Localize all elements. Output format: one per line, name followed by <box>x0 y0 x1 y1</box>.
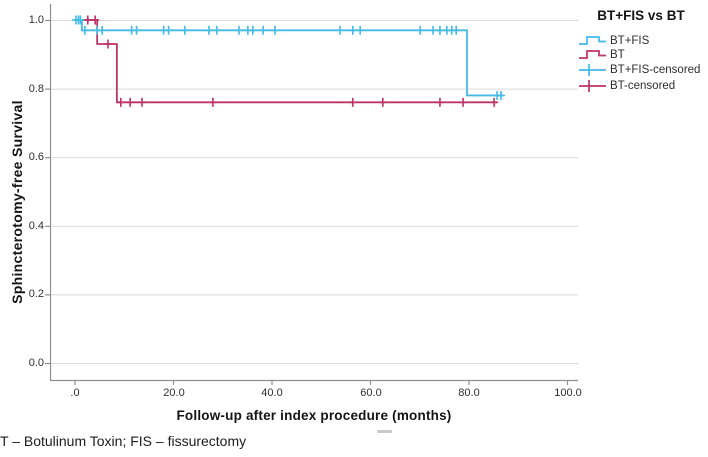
plot-frame <box>49 4 578 382</box>
y-axis-title: Sphincterotomy-free Survival <box>9 100 25 304</box>
step-line-icon <box>579 50 606 59</box>
step-line-glyph <box>579 50 606 59</box>
x-axis-title: Follow-up after index procedure (months) <box>176 408 452 423</box>
y-tick-label: 0.8 <box>28 83 44 95</box>
y-tick-label: 0.2 <box>28 288 44 300</box>
x-tick-label: 60.0 <box>360 387 382 399</box>
x-tick-label: 40.0 <box>261 387 283 399</box>
plus-glyph <box>579 80 606 92</box>
x-tick-label: 20.0 <box>163 387 185 399</box>
plus-glyph <box>579 64 606 76</box>
axis-ticks <box>45 19 569 385</box>
y-tick-label: 0.4 <box>28 220 44 232</box>
legend-title: BT+FIS vs BT <box>597 8 685 23</box>
series-bt-fis <box>71 15 506 100</box>
plus-marker-icon <box>579 80 606 92</box>
legend-entry-label: BT+FIS-censored <box>610 64 701 76</box>
plus-marker-icon <box>579 64 606 76</box>
legend-entry-bt-fis-censored: BT+FIS-censored <box>578 63 700 77</box>
legend-entry-bt-fis: BT+FIS <box>578 34 649 48</box>
y-tick-label: 1.0 <box>28 14 44 26</box>
legend-entry-bt: BT <box>578 48 625 62</box>
legend-entry-bt-censored: BT-censored <box>578 79 675 93</box>
y-tick-label: 0.6 <box>28 151 44 163</box>
legend-entry-label: BT-censored <box>610 80 676 92</box>
abbreviation-caption: T – Botulinum Toxin; FIS – fissurectomy <box>0 433 247 449</box>
legend-entry-label: BT+FIS <box>610 35 650 47</box>
gridlines <box>50 20 578 364</box>
legend-entry-label: BT <box>610 49 625 61</box>
y-tick-label: 0.0 <box>28 357 44 369</box>
step-line-icon <box>579 36 606 45</box>
step-line-glyph <box>579 36 606 45</box>
censored-marks-bt-fis <box>71 15 506 100</box>
x-tick-label: 80.0 <box>458 387 480 399</box>
x-tick-label: .0 <box>70 387 80 399</box>
x-tick-label: 100.0 <box>554 387 582 399</box>
censored-marks-bt <box>83 15 499 107</box>
stray-dash-artifact <box>377 430 392 433</box>
series-bt <box>75 15 499 107</box>
